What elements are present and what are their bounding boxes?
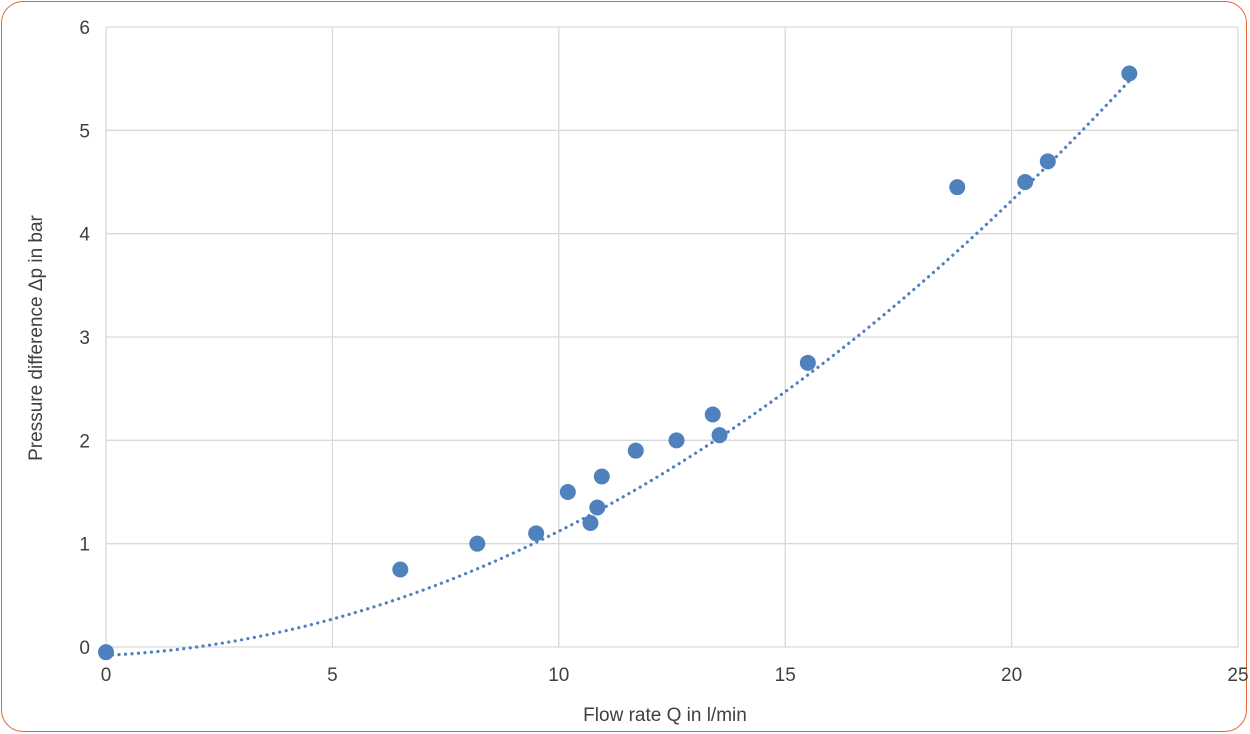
data-point — [392, 561, 409, 578]
x-tick-label: 15 — [775, 665, 796, 686]
y-axis-title: Pressure difference Δp in bar — [26, 214, 47, 460]
y-tick-label: 4 — [79, 225, 90, 246]
y-tick-label: 3 — [79, 328, 90, 349]
data-point — [711, 427, 728, 444]
y-tick-label: 6 — [79, 18, 90, 39]
x-tick-label: 10 — [548, 665, 569, 686]
x-axis-title: Flow rate Q in l/min — [583, 705, 747, 726]
data-point — [559, 484, 576, 500]
data-point — [704, 406, 721, 423]
y-tick-label: 2 — [79, 431, 90, 452]
data-point — [1017, 174, 1034, 190]
x-tick-label: 0 — [101, 665, 112, 686]
x-tick-label: 20 — [1001, 665, 1022, 686]
data-points — [98, 65, 1138, 661]
grid-lines — [105, 26, 1239, 648]
tick-labels: 0 5 10 15 20 25 0 1 2 3 4 5 6 — [79, 18, 1248, 686]
data-point — [627, 442, 644, 459]
data-point — [593, 468, 610, 485]
data-point — [949, 179, 966, 196]
x-tick-label: 5 — [327, 665, 338, 686]
y-tick-label: 5 — [79, 121, 90, 142]
data-point — [668, 432, 685, 449]
data-point — [589, 499, 606, 516]
data-point — [799, 354, 816, 371]
data-point — [528, 525, 545, 542]
y-tick-label: 0 — [79, 638, 90, 659]
trendline-path — [104, 79, 1131, 657]
data-point — [582, 515, 599, 531]
data-point — [469, 535, 486, 552]
data-point — [98, 644, 114, 661]
x-tick-label: 25 — [1227, 665, 1248, 686]
trendline — [104, 79, 1131, 657]
data-point — [1121, 65, 1138, 82]
y-tick-label: 1 — [79, 535, 90, 556]
data-point — [1039, 153, 1056, 170]
